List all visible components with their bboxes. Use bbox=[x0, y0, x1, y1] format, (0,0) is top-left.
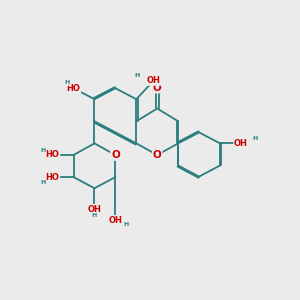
Text: O: O bbox=[153, 150, 162, 160]
Text: H: H bbox=[64, 80, 69, 86]
Text: H: H bbox=[41, 180, 46, 185]
Text: OH: OH bbox=[147, 76, 161, 85]
Text: HO: HO bbox=[46, 151, 60, 160]
Text: O: O bbox=[153, 82, 162, 93]
Text: HO: HO bbox=[67, 84, 80, 93]
Text: H: H bbox=[41, 148, 46, 153]
Text: H: H bbox=[92, 213, 97, 218]
Text: OH: OH bbox=[234, 139, 248, 148]
Text: HO: HO bbox=[46, 172, 60, 182]
Text: OH: OH bbox=[88, 205, 101, 214]
Text: H: H bbox=[252, 136, 257, 141]
Text: O: O bbox=[111, 150, 120, 160]
Text: H: H bbox=[123, 222, 128, 227]
Text: OH: OH bbox=[109, 216, 122, 225]
Text: H: H bbox=[135, 74, 140, 78]
